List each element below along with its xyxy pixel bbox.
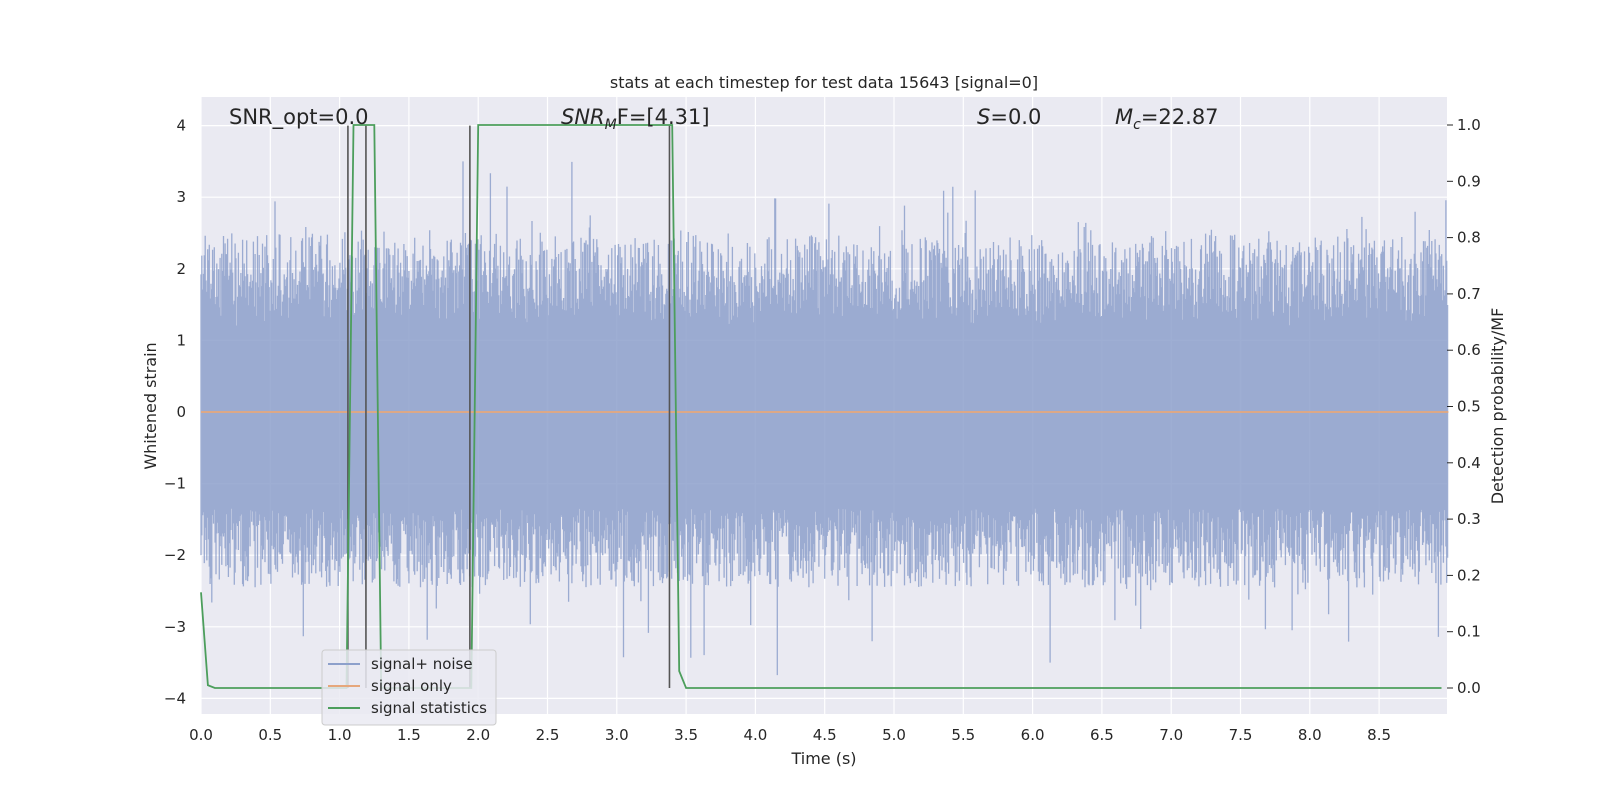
x-tick-label: 5.0 xyxy=(882,726,906,744)
y-right-tick-label: 0.0 xyxy=(1457,679,1481,697)
annotation-snr-mf: SNRMF=[4.31] xyxy=(561,105,710,133)
y-axis-label-right: Detection probability/MF xyxy=(1488,308,1507,505)
legend-label-signal-statistics: signal statistics xyxy=(371,699,487,717)
x-tick-label: 2.5 xyxy=(536,726,560,744)
x-tick-label: 0.0 xyxy=(189,726,213,744)
legend-label-signal-only: signal only xyxy=(371,677,452,695)
x-tick-label: 7.5 xyxy=(1229,726,1253,744)
y-left-tick-label: −3 xyxy=(164,618,186,636)
y-left-tick-label: −2 xyxy=(164,546,186,564)
y-right-tick-label: 0.6 xyxy=(1457,341,1481,359)
x-tick-label: 7.0 xyxy=(1159,726,1183,744)
x-tick-label: 1.0 xyxy=(328,726,352,744)
series-signal-noise xyxy=(200,161,1449,676)
y-right-tick-label: 0.2 xyxy=(1457,566,1481,584)
annotation-mc: Mc=22.87 xyxy=(1115,105,1219,133)
y-left-tick-label: −4 xyxy=(164,689,186,707)
signal-noise-trace xyxy=(200,161,1449,676)
x-tick-label: 8.0 xyxy=(1298,726,1322,744)
legend-label-signal-noise: signal+ noise xyxy=(371,655,473,673)
y-left-tick-label: 0 xyxy=(176,403,186,421)
y-right-tick-label: 0.8 xyxy=(1457,229,1481,247)
y-right-tick-label: 0.9 xyxy=(1457,172,1481,190)
y-left-tick-label: 4 xyxy=(176,117,186,135)
x-tick-label: 4.5 xyxy=(813,726,837,744)
y-right-tick-label: 0.3 xyxy=(1457,510,1481,528)
y-left-tick-label: −1 xyxy=(164,475,186,493)
x-tick-label: 8.5 xyxy=(1367,726,1391,744)
y-left-tick-label: 2 xyxy=(176,260,186,278)
y-right-tick-label: 0.7 xyxy=(1457,285,1481,303)
x-tick-label: 0.5 xyxy=(258,726,282,744)
y-right-tick-label: 0.4 xyxy=(1457,454,1481,472)
y-left-tick-label: 3 xyxy=(176,188,186,206)
y-right-tick-label: 1.0 xyxy=(1457,116,1481,134)
y-right-tick-label: 0.1 xyxy=(1457,623,1481,641)
legend: signal+ noise signal only signal statist… xyxy=(321,649,497,726)
x-tick-label: 3.0 xyxy=(605,726,629,744)
x-tick-label: 6.5 xyxy=(1090,726,1114,744)
tick-labels: 0.0 0.5 1.0 1.5 2.0 2.5 3.0 3.5 4.0 4.5 5.0 5.5 6.0 6… xyxy=(164,116,1481,744)
x-tick-label: 1.5 xyxy=(397,726,421,744)
x-tick-label: 4.0 xyxy=(743,726,767,744)
x-tick-label: 2.0 xyxy=(466,726,490,744)
chart-title: stats at each timestep for test data 156… xyxy=(610,73,1038,92)
annotation-s: S=0.0 xyxy=(977,105,1041,129)
x-tick-label: 5.5 xyxy=(951,726,975,744)
y-left-tick-label: 1 xyxy=(176,331,186,349)
x-tick-label: 6.0 xyxy=(1021,726,1045,744)
y-axis-label-left: Whitened strain xyxy=(141,342,160,469)
annotation-snr-opt: SNR_opt=0.0 xyxy=(229,105,369,130)
x-axis-label: Time (s) xyxy=(790,749,856,768)
legend-box xyxy=(321,649,497,726)
x-tick-label: 3.5 xyxy=(674,726,698,744)
y-right-tick-label: 0.5 xyxy=(1457,398,1481,416)
